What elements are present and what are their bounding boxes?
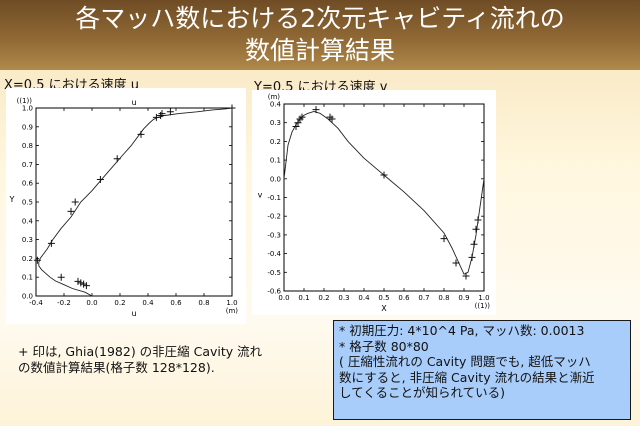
- x-tick-label: 0.8: [438, 294, 449, 302]
- y-tick-label: 0.6: [22, 180, 34, 188]
- ghia-data-marker: [71, 198, 79, 206]
- y-tick-label: -0.6: [267, 288, 281, 296]
- u-profile-svg: -0.4 -0.2 0.0 0.2 0.4 0.6 0.8 1.0 0.0 0.1 0.2 0.3 0.…: [9, 97, 239, 318]
- info-line-4: 数にすると, 非圧縮 Cavity 流れの結果と漸近: [339, 369, 595, 385]
- ghia-data-marker: [462, 272, 470, 280]
- x-tick-label: 0.2: [318, 294, 329, 302]
- computed-profile-line: [283, 111, 485, 275]
- y-tick-label: 0.4: [270, 101, 282, 109]
- ghia-data-marker: [67, 207, 75, 215]
- x-tick-label: 0.6: [170, 299, 182, 307]
- plot-frame: [35, 107, 233, 297]
- x-tick-label: 0.3: [338, 294, 349, 302]
- ghia-data-marker: [137, 130, 145, 138]
- ghia-data-marker: [468, 253, 476, 261]
- ghia-data-marker: [152, 113, 160, 121]
- simulation-info-box: * 初期圧力: 4*10^4 Pa, マッハ数: 0.0013 * 格子数 80…: [333, 320, 631, 420]
- y-unit-label: ((1)): [17, 97, 33, 105]
- x-unit-label: ((1)): [475, 302, 491, 310]
- x-tick-label: 0.1: [298, 294, 309, 302]
- ghia-data-marker: [452, 259, 460, 267]
- y-tick-label: 0.7: [22, 161, 33, 169]
- top-axis-label: u: [131, 98, 136, 107]
- y-tick-label: 0.2: [270, 138, 281, 146]
- y-tick-label: 0.5: [22, 199, 33, 207]
- ghia-data-marker: [57, 273, 65, 281]
- x-tick-label: 1.0: [226, 299, 237, 307]
- x-tick-label: -0.4: [29, 299, 43, 307]
- x-tick-label: 0.4: [358, 294, 370, 302]
- x-tick-label: -0.2: [57, 299, 71, 307]
- ghia-data-marker: [470, 240, 478, 248]
- x-unit-label: (m): [226, 307, 239, 315]
- y-tick-label: 1.0: [22, 105, 33, 113]
- y-tick-label: 0.9: [22, 123, 33, 131]
- ghia-data-marker: [74, 277, 82, 285]
- y-axis-label: Y: [9, 195, 15, 204]
- ghia-data-marker: [157, 112, 165, 120]
- ghia-data-marker: [158, 110, 166, 118]
- y-unit-label: (m): [268, 93, 281, 101]
- computed-profile-line: [38, 107, 233, 297]
- ghia-data-marker: [328, 115, 336, 123]
- y-tick-label: -0.5: [267, 269, 281, 277]
- x-tick-label: 0.5: [378, 294, 389, 302]
- info-line-2: * 格子数 80*80: [339, 338, 429, 354]
- x-tick-label: 0.9: [458, 294, 469, 302]
- ghia-data-marker: [298, 113, 306, 121]
- y-tick-label: 0.1: [270, 157, 281, 165]
- y-axis-label: v: [258, 191, 263, 200]
- y-tick-label: 0.3: [22, 236, 33, 244]
- ghia-reference-note: + 印は, Ghia(1982) の非圧縮 Cavity 流れ の数値計算結果(…: [18, 344, 308, 376]
- y-tick-label: -0.1: [267, 194, 281, 202]
- title-banner: [0, 0, 640, 70]
- y-tick-label: -0.2: [267, 213, 281, 221]
- ghia-data-marker: [294, 119, 302, 127]
- ghia-data-marker: [474, 216, 482, 224]
- x-tick-label: 0.2: [114, 299, 125, 307]
- ghia-data-marker: [380, 171, 388, 179]
- v-profile-chart: 0.0 0.1 0.2 0.3 0.4 0.5 0.6 0.7 0.8 0.9 1.0 -0.6 -0.…: [252, 90, 496, 315]
- y-tick-label: 0.4: [22, 217, 34, 225]
- x-tick-label: 0.7: [418, 294, 429, 302]
- ghia-data-marker: [472, 225, 480, 233]
- x-tick-label: 0.6: [398, 294, 410, 302]
- x-tick-label: 0.4: [142, 299, 154, 307]
- ghia-data-marker: [166, 108, 174, 116]
- x-tick-label: 0.0: [278, 294, 289, 302]
- x-tick-label: 0.8: [198, 299, 209, 307]
- y-tick-label: 0.0: [22, 293, 33, 301]
- note-line-1: + 印は, Ghia(1982) の非圧縮 Cavity 流れ: [18, 344, 263, 359]
- y-tick-label: 0.2: [22, 255, 33, 263]
- y-tick-label: 0.1: [22, 274, 33, 282]
- ghia-data-marker: [47, 239, 55, 247]
- ghia-data-marker: [440, 235, 448, 243]
- y-tick-label: -0.4: [267, 250, 281, 258]
- v-profile-svg: 0.0 0.1 0.2 0.3 0.4 0.5 0.6 0.7 0.8 0.9 1.0 -0.6 -0.…: [258, 93, 491, 313]
- ghia-data-marker: [312, 106, 320, 114]
- u-profile-chart: -0.4 -0.2 0.0 0.2 0.4 0.6 0.8 1.0 0.0 0.1 0.2 0.3 0.…: [6, 88, 246, 324]
- note-line-2: の数値計算結果(格子数 128*128).: [18, 360, 215, 375]
- ghia-data-marker: [33, 256, 41, 264]
- slide-title-line-1: 各マッハ数における2次元キャビティ流れの: [75, 4, 565, 33]
- y-tick-label: -0.3: [267, 231, 281, 239]
- x-axis-label: u: [131, 309, 136, 318]
- y-tick-label: 0.8: [22, 142, 33, 150]
- x-tick-label: 1.0: [478, 294, 489, 302]
- info-line-3: ( 圧縮性流れの Cavity 問題でも, 超低マッハ: [339, 354, 591, 369]
- ghia-data-marker: [292, 122, 300, 130]
- ghia-data-marker: [113, 155, 121, 163]
- info-line-1: * 初期圧力: 4*10^4 Pa, マッハ数: 0.0013: [339, 323, 585, 338]
- slide-title-line-2: 数値計算結果: [244, 36, 395, 65]
- y-tick-label: 0.0: [270, 175, 281, 183]
- ghia-data-marker: [96, 175, 104, 183]
- x-axis-label: X: [381, 304, 387, 313]
- info-line-5: してくることが知られている): [339, 385, 506, 400]
- x-tick-label: 0.0: [86, 299, 97, 307]
- ghia-data-marker: [228, 104, 236, 112]
- y-tick-label: 0.3: [270, 119, 281, 127]
